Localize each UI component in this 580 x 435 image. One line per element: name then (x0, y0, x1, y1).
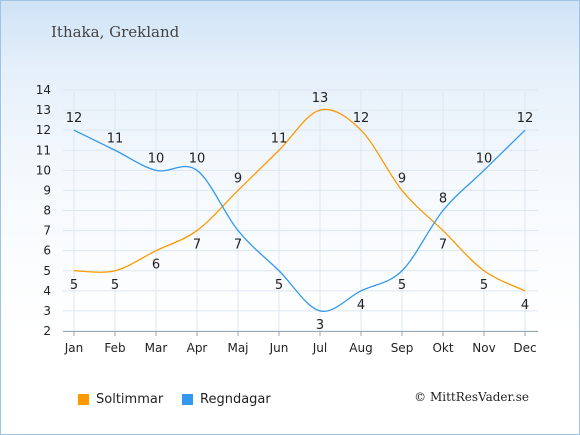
data-label-rain: 10 (189, 151, 206, 166)
legend-label-rain: Regndagar (200, 391, 271, 407)
x-tick-label: Nov (472, 341, 495, 355)
x-tick-label: Dec (513, 341, 536, 355)
y-tick-label: 10 (36, 163, 51, 177)
x-tick-label: Jan (64, 341, 84, 355)
data-label-sun: 13 (312, 91, 329, 106)
data-label-sun: 5 (480, 278, 488, 293)
y-tick-label: 3 (43, 304, 51, 318)
x-tick-label: Jun (269, 341, 289, 355)
y-tick-label: 6 (43, 244, 51, 258)
y-tick-label: 11 (36, 143, 51, 157)
x-tick-label: Maj (227, 341, 248, 355)
y-tick-label: 5 (43, 264, 51, 278)
location-title: Ithaka, Grekland (51, 23, 180, 41)
copyright-text: © MittResVader.se (414, 390, 529, 404)
y-tick-label: 7 (43, 224, 51, 238)
data-label-rain: 11 (107, 131, 124, 146)
y-tick-label: 13 (36, 103, 51, 117)
data-label-rain: 4 (357, 298, 365, 313)
data-label-rain: 10 (476, 151, 493, 166)
y-tick-label: 2 (43, 324, 51, 338)
x-tick-label: Jul (312, 341, 327, 355)
x-tick-label: Mar (145, 341, 168, 355)
data-label-rain: 12 (66, 111, 83, 126)
data-label-rain: 10 (148, 151, 165, 166)
data-label-rain: 3 (316, 318, 324, 333)
data-label-sun: 4 (521, 298, 529, 313)
data-label-sun: 5 (111, 278, 119, 293)
legend-label-sun: Soltimmar (96, 391, 164, 407)
data-label-sun: 11 (271, 131, 288, 146)
y-tick-label: 4 (43, 284, 51, 298)
series-line-sun (73, 108, 526, 292)
data-label-rain: 5 (398, 278, 406, 293)
y-tick-label: 14 (36, 83, 51, 97)
data-label-sun: 9 (398, 171, 406, 186)
series-line-rain (73, 129, 526, 312)
data-label-sun: 9 (234, 171, 242, 186)
x-tick-label: Sep (391, 341, 414, 355)
y-tick-label: 12 (36, 123, 51, 137)
data-label-rain: 7 (234, 238, 242, 253)
data-label-sun: 7 (193, 238, 201, 253)
data-label-rain: 12 (517, 111, 534, 126)
legend-swatch-rain (182, 393, 193, 405)
data-label-sun: 12 (353, 111, 370, 126)
data-label-sun: 5 (70, 278, 78, 293)
data-label-sun: 6 (152, 258, 160, 273)
y-tick-label: 9 (43, 183, 51, 197)
legend-swatch-sun (78, 393, 89, 405)
x-tick-label: Aug (349, 341, 372, 355)
x-tick-label: Apr (187, 341, 208, 355)
x-tick-label: Okt (432, 341, 453, 355)
data-label-rain: 8 (439, 192, 447, 207)
x-tick-label: Feb (104, 341, 125, 355)
legend-item-sun: Soltimmar (78, 390, 163, 408)
data-label-sun: 7 (439, 238, 447, 253)
y-tick-label: 8 (43, 204, 51, 218)
data-label-rain: 5 (275, 278, 283, 293)
legend-item-rain: Regndagar (182, 390, 271, 408)
